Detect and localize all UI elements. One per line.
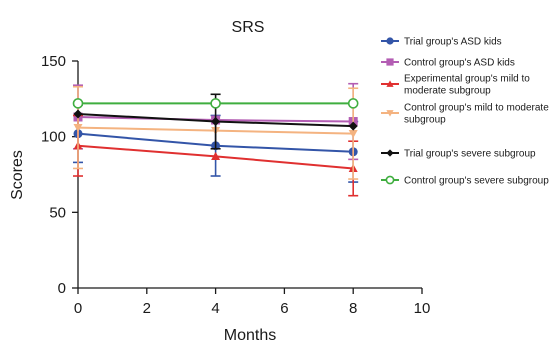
- legend-item: Trial group's severe subgroup: [381, 149, 536, 160]
- legend-label: Control group's ASD kids: [404, 58, 515, 69]
- legend-label: moderate subgroup: [404, 86, 491, 97]
- plot-area: [72, 82, 359, 197]
- x-tick-label: 0: [74, 300, 82, 317]
- x-axis-label: Months: [224, 327, 276, 344]
- x-tick-label: 2: [143, 300, 151, 317]
- series-point: [211, 151, 221, 160]
- series-point: [348, 130, 358, 139]
- chart-title: SRS: [232, 19, 265, 36]
- y-tick-label: 100: [41, 129, 66, 146]
- y-tick-label: 0: [58, 280, 66, 297]
- series-group: [72, 98, 359, 109]
- y-tick-label: 150: [41, 53, 66, 70]
- legend-label: subgroup: [404, 115, 446, 126]
- series-point: [386, 110, 394, 117]
- series-point: [386, 80, 394, 87]
- series-point: [73, 123, 83, 133]
- series-point: [347, 98, 359, 109]
- legend-label: Trial group's severe subgroup: [404, 149, 536, 160]
- series-point: [73, 109, 83, 119]
- y-axis-label: Scores: [9, 150, 26, 200]
- x-tick-label: 6: [280, 300, 288, 317]
- series-point: [210, 98, 221, 109]
- legend-label: Trial group's ASD kids: [404, 37, 502, 48]
- series-point: [348, 121, 358, 131]
- x-tick-label: 10: [414, 300, 431, 317]
- legend-item: Control group's ASD kids: [381, 58, 515, 69]
- y-tick-label: 50: [49, 204, 66, 221]
- legend-label: Experimental group's mild to: [404, 74, 530, 85]
- series-point: [72, 98, 84, 109]
- legend-label: Control group's severe subgroup: [404, 176, 549, 187]
- series-point: [386, 58, 394, 66]
- series-point: [211, 117, 221, 127]
- legend: Trial group's ASD kids Control group's AS…: [381, 37, 549, 187]
- legend-item: Control group's severe subgroup: [381, 176, 549, 187]
- legend-label: Control group's mild to moderate: [404, 103, 549, 114]
- x-tick-label: 8: [349, 300, 357, 317]
- series-point: [385, 175, 395, 185]
- series-point: [386, 37, 394, 45]
- series-point: [386, 149, 394, 157]
- x-tick-label: 4: [211, 300, 219, 317]
- legend-item: Trial group's ASD kids: [381, 37, 502, 48]
- series-group: [73, 93, 358, 150]
